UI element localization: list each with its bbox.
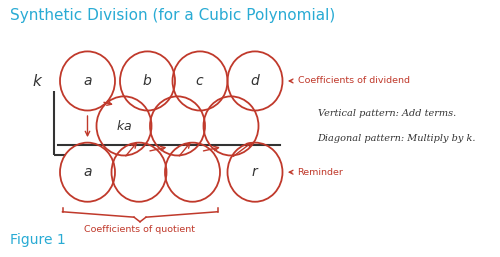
Text: $b$: $b$ (142, 74, 152, 88)
Text: Vertical pattern: Add terms.: Vertical pattern: Add terms. (318, 108, 456, 118)
Text: Figure 1: Figure 1 (10, 233, 66, 247)
Text: Reminder: Reminder (289, 168, 344, 177)
Text: Diagonal pattern: Multiply by k.: Diagonal pattern: Multiply by k. (318, 134, 476, 143)
Text: $c$: $c$ (196, 74, 204, 88)
Text: Coefficients of dividend: Coefficients of dividend (289, 76, 410, 86)
Text: $a$: $a$ (82, 74, 92, 88)
Text: $a$: $a$ (82, 165, 92, 179)
Text: Synthetic Division (for a Cubic Polynomial): Synthetic Division (for a Cubic Polynomi… (10, 8, 335, 23)
Text: Coefficients of quotient: Coefficients of quotient (84, 225, 196, 234)
Text: $ka$: $ka$ (116, 119, 132, 133)
Text: $d$: $d$ (250, 74, 260, 88)
Text: $r$: $r$ (251, 165, 259, 179)
Text: $k$: $k$ (32, 73, 43, 89)
